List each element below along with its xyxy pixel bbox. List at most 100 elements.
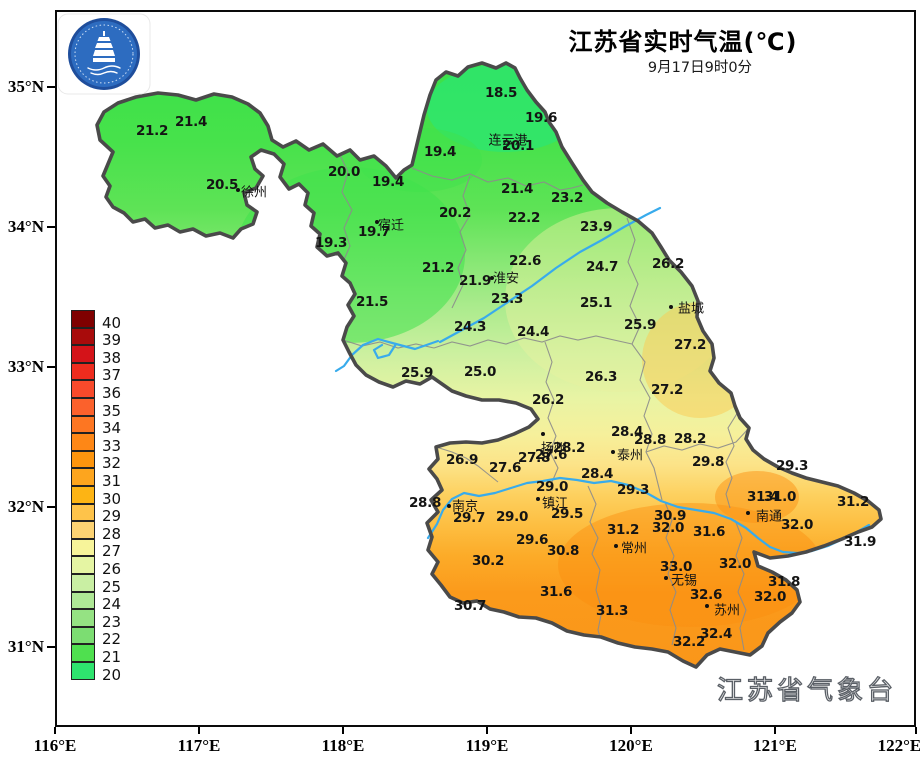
station-temperature-label: 18.5 xyxy=(484,85,518,101)
city-dot xyxy=(746,511,750,515)
station-temperature-label: 31.3 xyxy=(595,603,629,619)
legend-value-label: 26 xyxy=(102,559,122,578)
station-temperature-label: 21.2 xyxy=(135,123,169,139)
city-name-label: 南通 xyxy=(755,509,783,525)
station-temperature-label: 32.4 xyxy=(699,626,733,642)
legend-value-label: 30 xyxy=(102,489,122,508)
station-temperature-label: 21.2 xyxy=(421,260,455,276)
station-temperature-label: 29.8 xyxy=(691,454,725,470)
legend-value-label: 32 xyxy=(102,454,122,473)
y-axis-tick xyxy=(47,506,55,508)
station-temperature-label: 20.1 xyxy=(501,138,535,154)
city-dot xyxy=(447,504,451,508)
station-temperature-label: 32.0 xyxy=(651,520,685,536)
hongze-lake-outline xyxy=(334,337,440,373)
station-temperature-label: 19.6 xyxy=(524,110,558,126)
station-temperature-label: 32.0 xyxy=(718,556,752,572)
x-axis-label: 119°E xyxy=(465,736,509,755)
legend-value-label: 20 xyxy=(102,665,122,684)
station-temperature-label: 26.3 xyxy=(584,369,618,385)
legend-color-swatch xyxy=(71,626,95,645)
city-dot xyxy=(490,276,494,280)
city-name-label: 泰州 xyxy=(616,448,644,464)
station-temperature-label: 32.2 xyxy=(672,634,706,650)
city-dot xyxy=(503,146,507,150)
station-temperature-label: 21.5 xyxy=(355,294,389,310)
station-temperature-label: 29.0 xyxy=(535,479,569,495)
station-temperature-label: 31.8 xyxy=(767,574,801,590)
station-temperature-label: 27.2 xyxy=(673,337,707,353)
legend-color-swatch xyxy=(71,574,95,592)
x-axis-label: 116°E xyxy=(33,736,77,755)
legend-value-label: 28 xyxy=(102,524,122,543)
station-temperature-label: 32.0 xyxy=(780,517,814,533)
city-name-label: 淮安 xyxy=(492,271,520,287)
x-axis-label: 121°E xyxy=(753,736,797,755)
station-temperature-label: 20.2 xyxy=(438,205,472,221)
station-temperature-label: 19.4 xyxy=(371,174,405,190)
station-temperature-label: 31.2 xyxy=(606,522,640,538)
map-title: 江苏省实时气温(℃) xyxy=(568,28,798,56)
y-axis-label: 35°N xyxy=(7,77,44,96)
station-temperature-label: 28.4 xyxy=(580,466,614,482)
hongze-lake-hook xyxy=(372,342,398,360)
y-axis-tick xyxy=(47,646,55,648)
station-temperature-label: 29.7 xyxy=(452,510,486,526)
city-name-label: 扬州 xyxy=(540,441,568,457)
legend-value-label: 23 xyxy=(102,612,122,631)
station-temperature-label: 22.6 xyxy=(508,253,542,269)
station-temperature-label: 26.2 xyxy=(531,392,565,408)
y-axis-tick xyxy=(47,86,55,88)
y-axis-tick xyxy=(47,366,55,368)
legend-color-swatch xyxy=(71,433,95,451)
observatory-watermark: 江苏省气象台 xyxy=(716,675,897,706)
city-dot xyxy=(614,544,618,548)
legend-value-label: 31 xyxy=(102,471,122,490)
city-dot xyxy=(705,604,709,608)
city-name-label: 镇江 xyxy=(541,496,569,512)
station-temperature-label: 27.6 xyxy=(534,447,568,463)
map-timestamp: 9月17日9时0分 xyxy=(647,60,753,76)
station-temperature-label: 28.2 xyxy=(673,431,707,447)
legend-value-label: 39 xyxy=(102,331,122,350)
station-temperature-label: 31.9 xyxy=(843,534,877,550)
city-dot xyxy=(375,220,379,224)
station-temperature-label: 27.6 xyxy=(488,460,522,476)
legend-value-label: 22 xyxy=(102,630,122,649)
y-axis-label: 33°N xyxy=(7,357,44,376)
station-temperature-label: 31.4 xyxy=(746,489,780,505)
legend-color-swatch xyxy=(71,521,95,539)
station-temperature-label: 22.2 xyxy=(507,210,541,226)
legend-value-label: 37 xyxy=(102,366,122,385)
station-temperature-label: 21.4 xyxy=(500,181,534,197)
y-axis-tick xyxy=(47,226,55,228)
station-temperature-label: 28.8 xyxy=(408,495,442,511)
station-temperature-label: 31.0 xyxy=(763,489,797,505)
y-axis-label: 34°N xyxy=(7,217,44,236)
station-temperature-label: 25.9 xyxy=(400,365,434,381)
station-temperature-label: 21.9 xyxy=(458,273,492,289)
city-name-label: 宿迁 xyxy=(377,218,405,234)
city-name-label: 无锡 xyxy=(670,573,698,589)
legend-value-label: 36 xyxy=(102,383,122,402)
station-temperature-label: 23.2 xyxy=(550,190,584,206)
x-axis-label: 120°E xyxy=(609,736,653,755)
legend-color-swatch xyxy=(71,398,95,416)
legend-value-label: 38 xyxy=(102,348,122,367)
station-temperature-label: 29.5 xyxy=(550,506,584,522)
city-dot xyxy=(541,432,545,436)
legend-value-label: 29 xyxy=(102,507,122,526)
station-temperature-label: 19.3 xyxy=(314,235,348,251)
legend-value-label: 25 xyxy=(102,577,122,596)
station-temperature-label: 24.4 xyxy=(516,324,550,340)
station-temperature-label: 31.2 xyxy=(836,494,870,510)
legend-color-swatch xyxy=(71,591,95,610)
district-boundaries xyxy=(339,154,750,651)
legend-value-label: 33 xyxy=(102,436,122,455)
city-dot xyxy=(536,497,540,501)
city-name-label: 盐城 xyxy=(677,301,705,317)
station-temperature-label: 27.2 xyxy=(650,382,684,398)
legend-color-swatch xyxy=(71,310,95,328)
station-temperature-label: 24.3 xyxy=(453,319,487,335)
pagoda-icon xyxy=(93,31,115,62)
